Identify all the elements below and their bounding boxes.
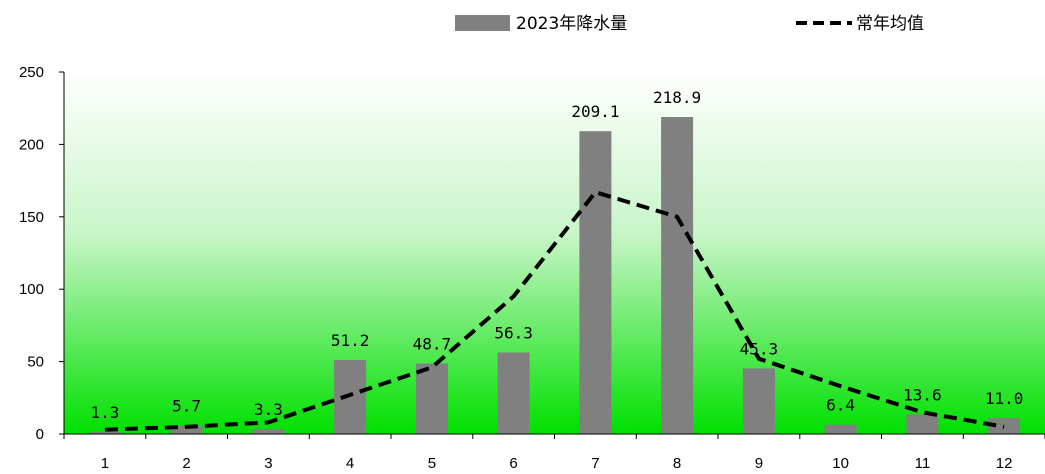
- data-label-1: 1.3: [90, 403, 119, 422]
- x-tick-label: 9: [755, 455, 763, 472]
- y-tick-label: 100: [19, 281, 44, 298]
- x-tick-label: 2: [182, 455, 190, 472]
- y-tick-label: 0: [36, 426, 44, 443]
- bar-series: [88, 117, 1021, 434]
- data-labels: 1.3 5.7 3.3 51.2 48.7 56.3 209.1 218.9 45.3 6.4 13…: [90, 88, 1023, 422]
- y-tick-label: 50: [27, 354, 44, 371]
- bar-11: [906, 414, 939, 434]
- x-tick-label: 12: [996, 455, 1013, 472]
- data-label-4: 51.2: [331, 331, 370, 350]
- y-tick-label: 150: [19, 209, 44, 226]
- data-label-5: 48.7: [413, 335, 452, 354]
- x-axis-ticks: 1 2 3 4 5 6 7 8 9 10 11 12: [63, 434, 1045, 472]
- bar-9: [742, 368, 775, 434]
- bar-3: [252, 429, 285, 434]
- line-series: [104, 190, 1005, 432]
- x-tick-label: 8: [673, 455, 681, 472]
- x-tick-label: 11: [915, 455, 931, 472]
- data-label-12: 11.0: [985, 389, 1024, 408]
- data-label-2: 5.7: [172, 397, 201, 416]
- x-tick-label: 5: [428, 455, 436, 472]
- x-tick-label: 4: [346, 455, 354, 472]
- data-label-11: 13.6: [903, 385, 942, 404]
- legend-line-label: 常年均值: [856, 14, 924, 34]
- y-axis-ticks: 0 50 100 150 200 250: [19, 64, 64, 443]
- bar-7: [579, 131, 612, 434]
- x-tick-label: 1: [101, 455, 109, 472]
- bar-6: [497, 352, 530, 434]
- data-label-6: 56.3: [494, 324, 533, 343]
- legend-bar-label: 2023年降水量: [516, 14, 627, 34]
- average-line: [104, 190, 1005, 432]
- legend: 2023年降水量 常年均值: [455, 14, 924, 34]
- x-tick-label: 3: [264, 455, 272, 472]
- data-label-8: 218.9: [653, 88, 701, 107]
- x-tick-label: 10: [832, 455, 849, 472]
- bar-10: [824, 424, 857, 434]
- x-tick-label: 6: [509, 455, 517, 472]
- legend-bar-swatch: [455, 15, 510, 31]
- y-tick-label: 200: [19, 136, 44, 153]
- data-label-3: 3.3: [254, 400, 283, 419]
- data-label-10: 6.4: [826, 396, 855, 415]
- plot-area: [64, 72, 1045, 434]
- data-label-9: 45.3: [740, 339, 779, 358]
- bar-2: [170, 425, 203, 434]
- x-tick-label: 7: [591, 455, 599, 472]
- bar-1: [88, 432, 121, 434]
- bar-5: [415, 363, 448, 434]
- data-label-7: 209.1: [571, 102, 619, 121]
- y-tick-label: 250: [19, 64, 44, 81]
- bar-8: [661, 117, 694, 434]
